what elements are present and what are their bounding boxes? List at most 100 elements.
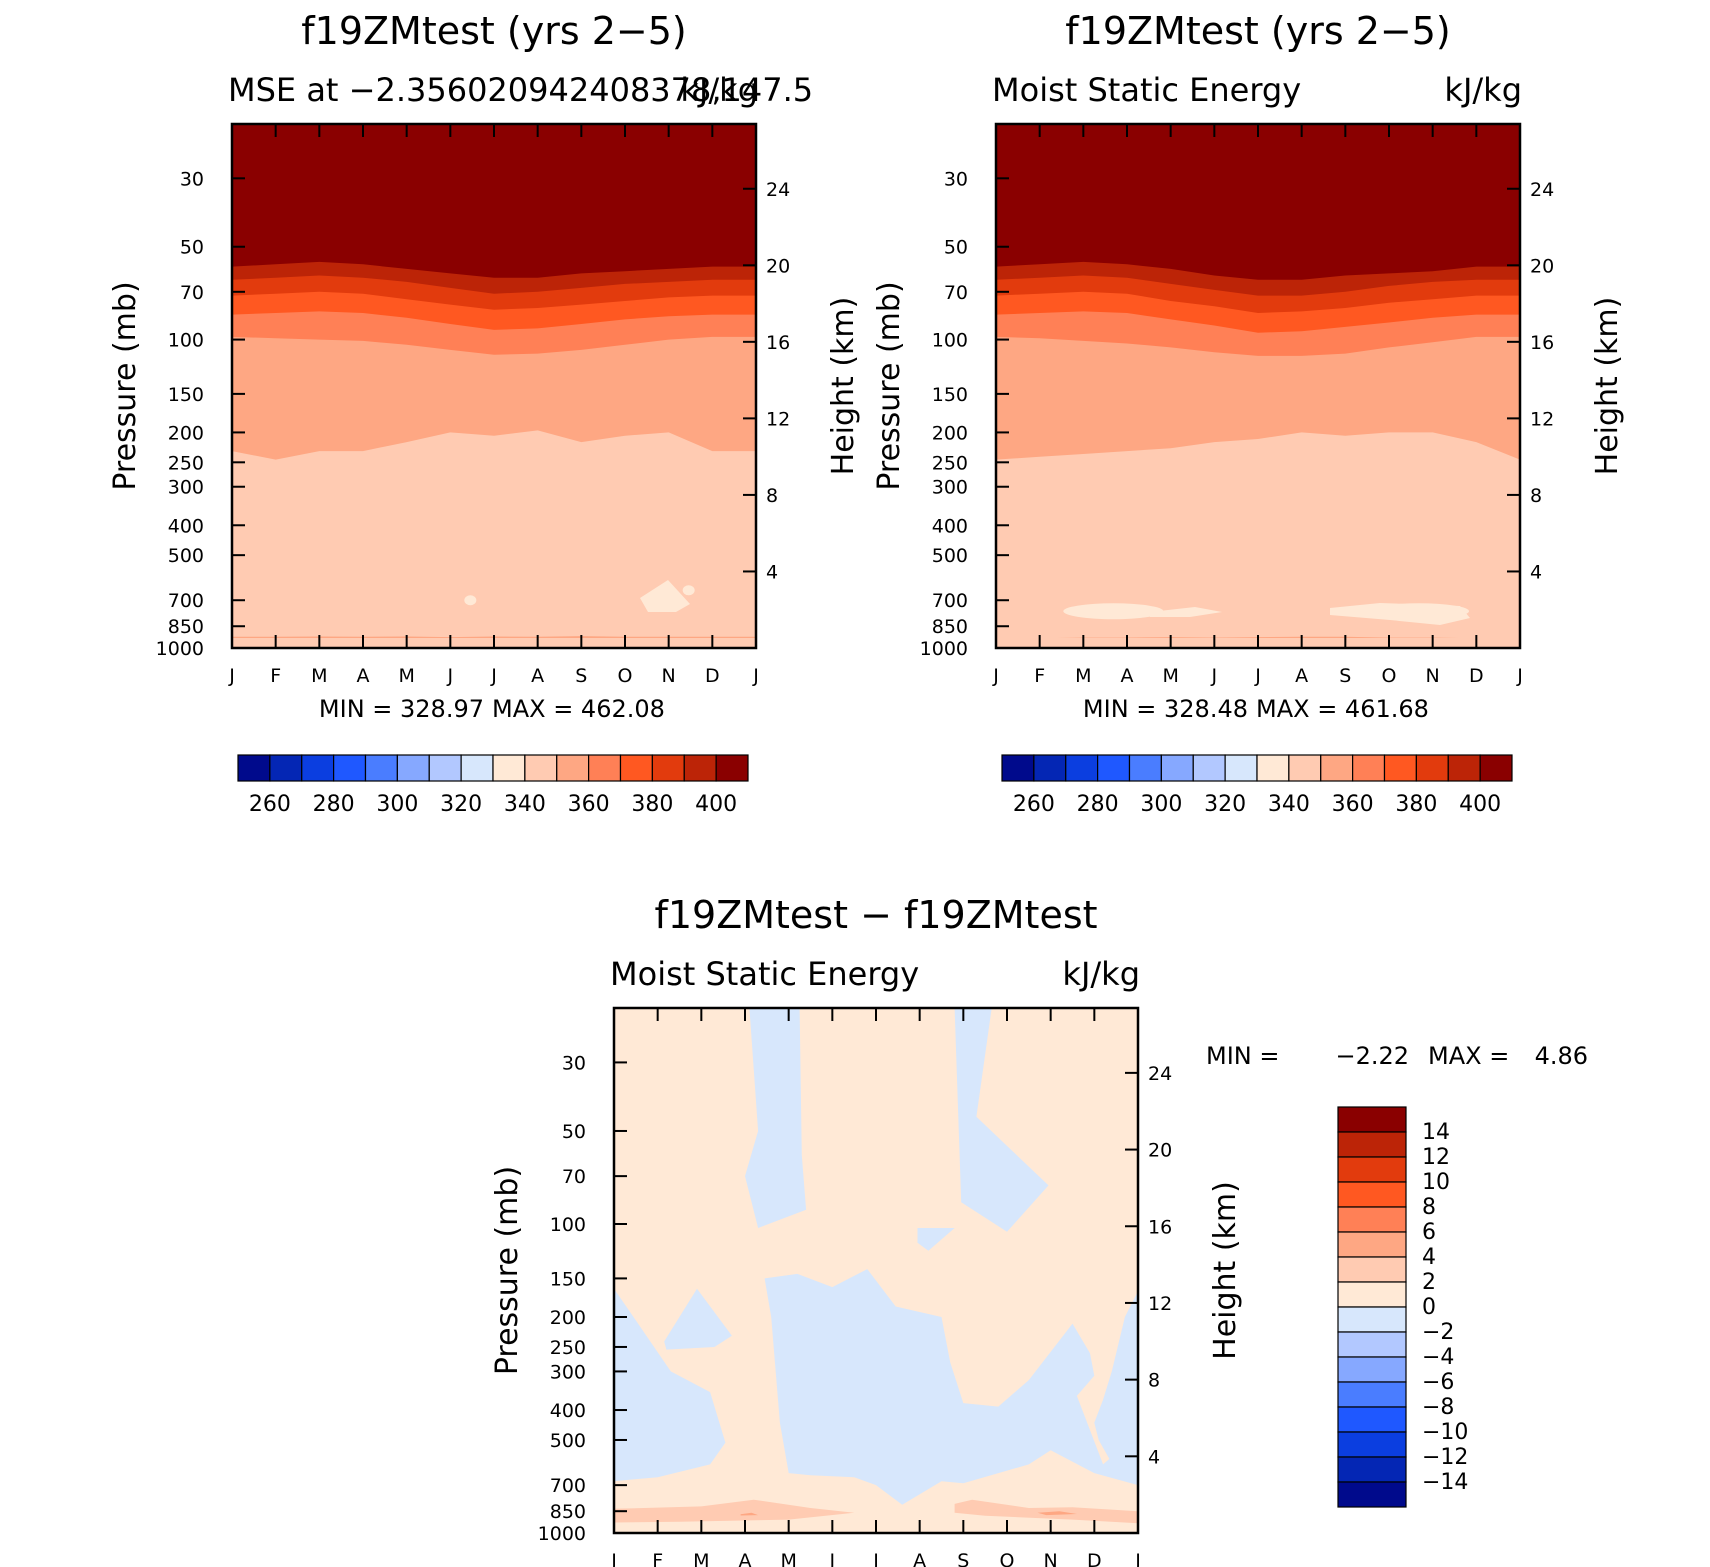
y-tick-label: 500 — [168, 545, 204, 567]
x-tick-label: M — [1162, 665, 1178, 687]
colorbar-swatch — [301, 754, 335, 782]
height-tick-label: 20 — [1148, 1140, 1172, 1162]
region-peak-april — [740, 1512, 759, 1516]
colorbar-swatch — [1337, 1331, 1407, 1358]
colorbar-swatch — [237, 754, 271, 782]
region-upper-A — [745, 1008, 807, 1228]
height-tick-label: 20 — [766, 255, 790, 277]
height-tick-label: 16 — [766, 332, 790, 354]
chart-title: f19ZMtest (yrs 2−5) — [301, 9, 686, 53]
colorbar-label: 8 — [1422, 1195, 1436, 1220]
height-tick-label: 24 — [1530, 179, 1554, 201]
colorbar-swatch — [1337, 1256, 1407, 1283]
y-axis-label: Pressure (mb) — [490, 1166, 525, 1375]
y-tick-label: 50 — [180, 237, 204, 259]
x-tick-label: M — [311, 665, 327, 687]
y-tick-label: 500 — [550, 1430, 586, 1452]
x-tick-label: J — [1134, 1550, 1141, 1567]
x-tick-label: O — [618, 665, 633, 687]
x-tick-label: O — [1000, 1550, 1015, 1567]
colorbar-label: 6 — [1422, 1220, 1436, 1245]
x-tick-label: N — [1044, 1550, 1058, 1567]
y-tick-label: 700 — [168, 590, 204, 612]
chart-units: kJ/kg — [1062, 955, 1140, 993]
colorbar-label: 360 — [568, 792, 610, 817]
y-tick-label: 100 — [932, 330, 968, 352]
y-axis-label-right: Height (km) — [1590, 297, 1625, 476]
chart-units: kJ/kg — [680, 71, 758, 109]
x-tick-label: A — [1121, 665, 1134, 687]
colorbar-swatch — [460, 754, 494, 782]
x-tick-label: J — [872, 1550, 879, 1567]
x-tick-label: S — [575, 665, 587, 687]
x-tick-label: F — [652, 1550, 663, 1567]
colorbar-label: 300 — [1140, 792, 1182, 817]
y-tick-label: 400 — [932, 515, 968, 537]
region-mid-J — [614, 1288, 726, 1482]
x-tick-label: J — [1516, 665, 1523, 687]
colorbar-swatch — [588, 754, 622, 782]
y-tick-label: 30 — [562, 1052, 586, 1074]
colorbar-label: 340 — [504, 792, 546, 817]
colorbar-swatch — [364, 754, 398, 782]
colorbar-label: −6 — [1422, 1370, 1454, 1395]
colorbar-swatch — [1224, 754, 1258, 782]
colorbar-label: 380 — [631, 792, 673, 817]
colorbar-swatch — [1337, 1156, 1407, 1183]
y-tick-label: 150 — [168, 384, 204, 406]
x-tick-label: A — [531, 665, 544, 687]
colorbar-label: 260 — [249, 792, 291, 817]
colorbar-label: 14 — [1422, 1120, 1450, 1145]
colorbar-label: 10 — [1422, 1170, 1450, 1195]
colorbar-swatch — [524, 754, 558, 782]
x-tick-label: A — [1295, 665, 1308, 687]
colorbar-swatch — [333, 754, 367, 782]
colorbar-swatch — [1128, 754, 1162, 782]
colorbar-swatch — [1447, 754, 1481, 782]
colorbar-swatch — [396, 754, 430, 782]
y-axis-label-right: Height (km) — [826, 297, 861, 476]
x-tick-label: A — [913, 1550, 926, 1567]
height-tick-label: 12 — [766, 408, 790, 430]
height-tick-label: 4 — [766, 561, 778, 583]
y-tick-label: 850 — [932, 616, 968, 638]
height-tick-label: 8 — [1148, 1370, 1160, 1392]
y-axis-label: Pressure (mb) — [872, 281, 907, 490]
chart-subtitle: MSE at −2.356020942408378,147.5 — [228, 71, 813, 109]
colorbar-swatch — [1192, 754, 1226, 782]
y-axis-label: Pressure (mb) — [108, 281, 143, 490]
height-tick-label: 24 — [766, 179, 790, 201]
colorbar-swatch — [1256, 754, 1290, 782]
x-tick-label: J — [228, 665, 235, 687]
x-tick-label: J — [447, 665, 454, 687]
colorbar-swatch — [1033, 754, 1067, 782]
patch-below-330 — [1063, 603, 1164, 620]
colorbar-swatch — [619, 754, 653, 782]
y-tick-label: 150 — [550, 1268, 586, 1290]
height-tick-label: 12 — [1530, 408, 1554, 430]
y-tick-label: 300 — [168, 477, 204, 499]
colorbar-label: 4 — [1422, 1245, 1436, 1270]
y-tick-label: 150 — [932, 384, 968, 406]
y-tick-label: 850 — [550, 1501, 586, 1523]
region-upper-S — [954, 1008, 1049, 1232]
colorbar-label: −10 — [1422, 1420, 1468, 1445]
x-tick-label: M — [693, 1550, 709, 1567]
y-tick-label: 70 — [562, 1166, 586, 1188]
x-tick-label: N — [662, 665, 676, 687]
height-tick-label: 12 — [1148, 1293, 1172, 1315]
colorbar-label: 320 — [440, 792, 482, 817]
y-tick-label: 700 — [550, 1475, 586, 1497]
y-tick-label: 300 — [550, 1361, 586, 1383]
x-tick-label: S — [1339, 665, 1351, 687]
x-tick-label: A — [739, 1550, 752, 1567]
colorbar-label: 340 — [1268, 792, 1310, 817]
max-label: MAX = — [1428, 1042, 1509, 1070]
colorbar-swatch — [1337, 1106, 1407, 1133]
chart-subtitle: Moist Static Energy — [992, 71, 1301, 109]
colorbar-swatch — [492, 754, 526, 782]
colorbar-swatch — [683, 754, 717, 782]
y-tick-label: 200 — [932, 422, 968, 444]
y-tick-label: 700 — [932, 590, 968, 612]
